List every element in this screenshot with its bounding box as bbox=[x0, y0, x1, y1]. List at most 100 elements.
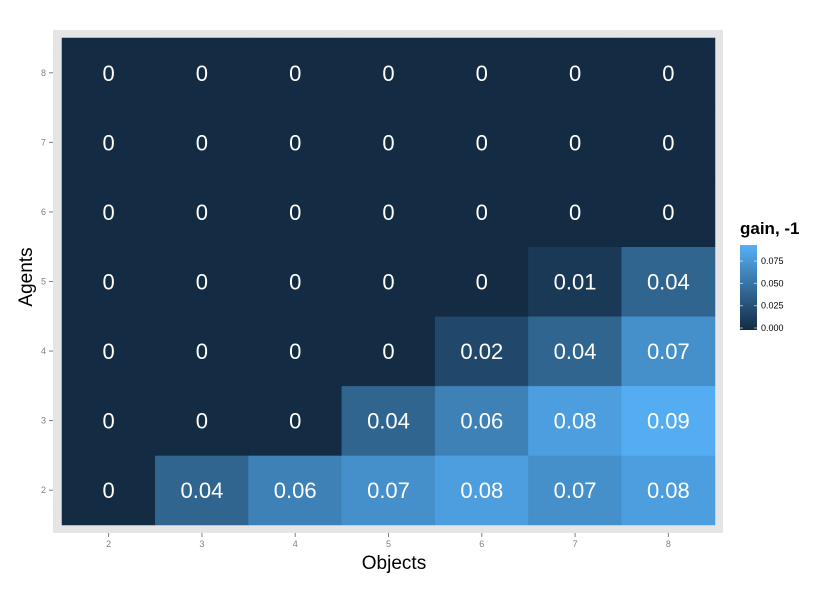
tile-value-label: 0 bbox=[103, 409, 115, 434]
heatmap-tile bbox=[61, 37, 156, 108]
tile-value-label: 0.01 bbox=[554, 270, 597, 295]
tile-value-label: 0.07 bbox=[554, 478, 597, 503]
tile-value-label: 0 bbox=[476, 270, 488, 295]
tile-value-label: 0.07 bbox=[367, 478, 410, 503]
heatmap-tile bbox=[61, 176, 156, 247]
tile-value-label: 0 bbox=[196, 200, 208, 225]
heatmap-tile bbox=[341, 37, 436, 108]
heatmap-tile bbox=[341, 246, 436, 317]
y-axis-label: Agents bbox=[16, 247, 37, 306]
heatmap-tile bbox=[248, 246, 343, 317]
heatmap-tile bbox=[434, 316, 529, 387]
tile-value-label: 0 bbox=[289, 339, 301, 364]
heatmap-tile bbox=[621, 316, 716, 387]
heatmap-tile bbox=[155, 37, 249, 108]
tile-value-label: 0.02 bbox=[460, 339, 503, 364]
tile-value-label: 0 bbox=[569, 130, 581, 155]
heatmap-tile bbox=[434, 176, 529, 247]
x-tick-label: 6 bbox=[479, 539, 484, 549]
heatmap-tile bbox=[434, 385, 529, 456]
heatmap-tile bbox=[434, 37, 529, 108]
legend-tick-label: 0.050 bbox=[761, 278, 784, 288]
tile-value-label: 0 bbox=[382, 270, 394, 295]
tile-value-label: 0 bbox=[289, 200, 301, 225]
tile-value-label: 0.08 bbox=[647, 478, 690, 503]
heatmap-tile bbox=[248, 316, 343, 387]
tile-value-label: 0 bbox=[103, 339, 115, 364]
x-tick-label: 4 bbox=[293, 539, 298, 549]
legend-tick-label: 0.075 bbox=[761, 256, 784, 266]
tile-value-label: 0 bbox=[662, 130, 674, 155]
heatmap-tile bbox=[155, 107, 249, 178]
heatmap-tile bbox=[621, 37, 716, 108]
heatmap-tile bbox=[248, 455, 343, 526]
tile-value-label: 0 bbox=[103, 130, 115, 155]
x-tick-label: 3 bbox=[199, 539, 204, 549]
tile-value-label: 0 bbox=[103, 61, 115, 86]
heatmap-tile bbox=[621, 246, 716, 317]
heatmap-tile bbox=[621, 455, 716, 526]
tile-value-label: 0 bbox=[103, 200, 115, 225]
tile-value-label: 0 bbox=[569, 61, 581, 86]
heatmap-tile bbox=[528, 107, 622, 178]
heatmap-tile bbox=[528, 37, 622, 108]
heatmap-tile bbox=[528, 455, 622, 526]
y-tick-label: 6 bbox=[41, 207, 46, 217]
tile-value-label: 0.08 bbox=[554, 409, 597, 434]
tile-value-label: 0.04 bbox=[181, 478, 224, 503]
tile-value-label: 0 bbox=[196, 130, 208, 155]
heatmap-tile bbox=[341, 107, 436, 178]
legend-tick-label: 0.000 bbox=[761, 323, 784, 333]
legend-title: gain, -1 bbox=[740, 219, 800, 238]
tile-value-label: 0.06 bbox=[274, 478, 317, 503]
y-tick-label: 4 bbox=[41, 346, 46, 356]
heatmap-tile bbox=[248, 385, 343, 456]
heatmap-tile bbox=[155, 316, 249, 387]
heatmap-tile bbox=[61, 455, 156, 526]
tile-value-label: 0 bbox=[289, 130, 301, 155]
x-axis-label: Objects bbox=[362, 553, 426, 574]
heatmap-tile bbox=[341, 316, 436, 387]
tile-value-label: 0 bbox=[382, 200, 394, 225]
tile-value-label: 0 bbox=[382, 130, 394, 155]
x-tick-label: 8 bbox=[666, 539, 671, 549]
tile-value-label: 0 bbox=[196, 339, 208, 364]
heatmap-tile bbox=[248, 37, 343, 108]
y-tick-label: 2 bbox=[41, 485, 46, 495]
tile-value-label: 0 bbox=[196, 61, 208, 86]
x-tick-label: 7 bbox=[573, 539, 578, 549]
tile-value-label: 0.06 bbox=[460, 409, 503, 434]
tile-value-label: 0 bbox=[569, 200, 581, 225]
heatmap-tile bbox=[155, 385, 249, 456]
heatmap-tile bbox=[528, 316, 622, 387]
tile-value-label: 0 bbox=[476, 130, 488, 155]
heatmap-tile bbox=[434, 246, 529, 317]
tile-value-label: 0 bbox=[103, 478, 115, 503]
heatmap-tile bbox=[61, 246, 156, 317]
y-tick-label: 7 bbox=[41, 137, 46, 147]
tile-value-label: 0.08 bbox=[460, 478, 503, 503]
tile-value-label: 0 bbox=[662, 61, 674, 86]
tile-value-label: 0.09 bbox=[647, 409, 690, 434]
heatmap-tile bbox=[248, 176, 343, 247]
heatmap-tile bbox=[155, 246, 249, 317]
tile-value-label: 0 bbox=[289, 270, 301, 295]
heatmap-tile bbox=[341, 385, 436, 456]
tile-value-label: 0 bbox=[103, 270, 115, 295]
tile-value-label: 0.07 bbox=[647, 339, 690, 364]
y-tick-label: 5 bbox=[41, 277, 46, 287]
heatmap-tile bbox=[528, 385, 622, 456]
y-tick-label: 8 bbox=[41, 68, 46, 78]
x-tick-label: 2 bbox=[106, 539, 111, 549]
tile-value-label: 0 bbox=[476, 200, 488, 225]
heatmap-tile bbox=[621, 385, 716, 456]
heatmap-tile bbox=[248, 107, 343, 178]
tile-value-label: 0 bbox=[382, 339, 394, 364]
heatmap-tile bbox=[61, 316, 156, 387]
tile-value-label: 0 bbox=[196, 409, 208, 434]
tile-value-label: 0 bbox=[382, 61, 394, 86]
heatmap-tile bbox=[434, 455, 529, 526]
y-tick-label: 3 bbox=[41, 416, 46, 426]
